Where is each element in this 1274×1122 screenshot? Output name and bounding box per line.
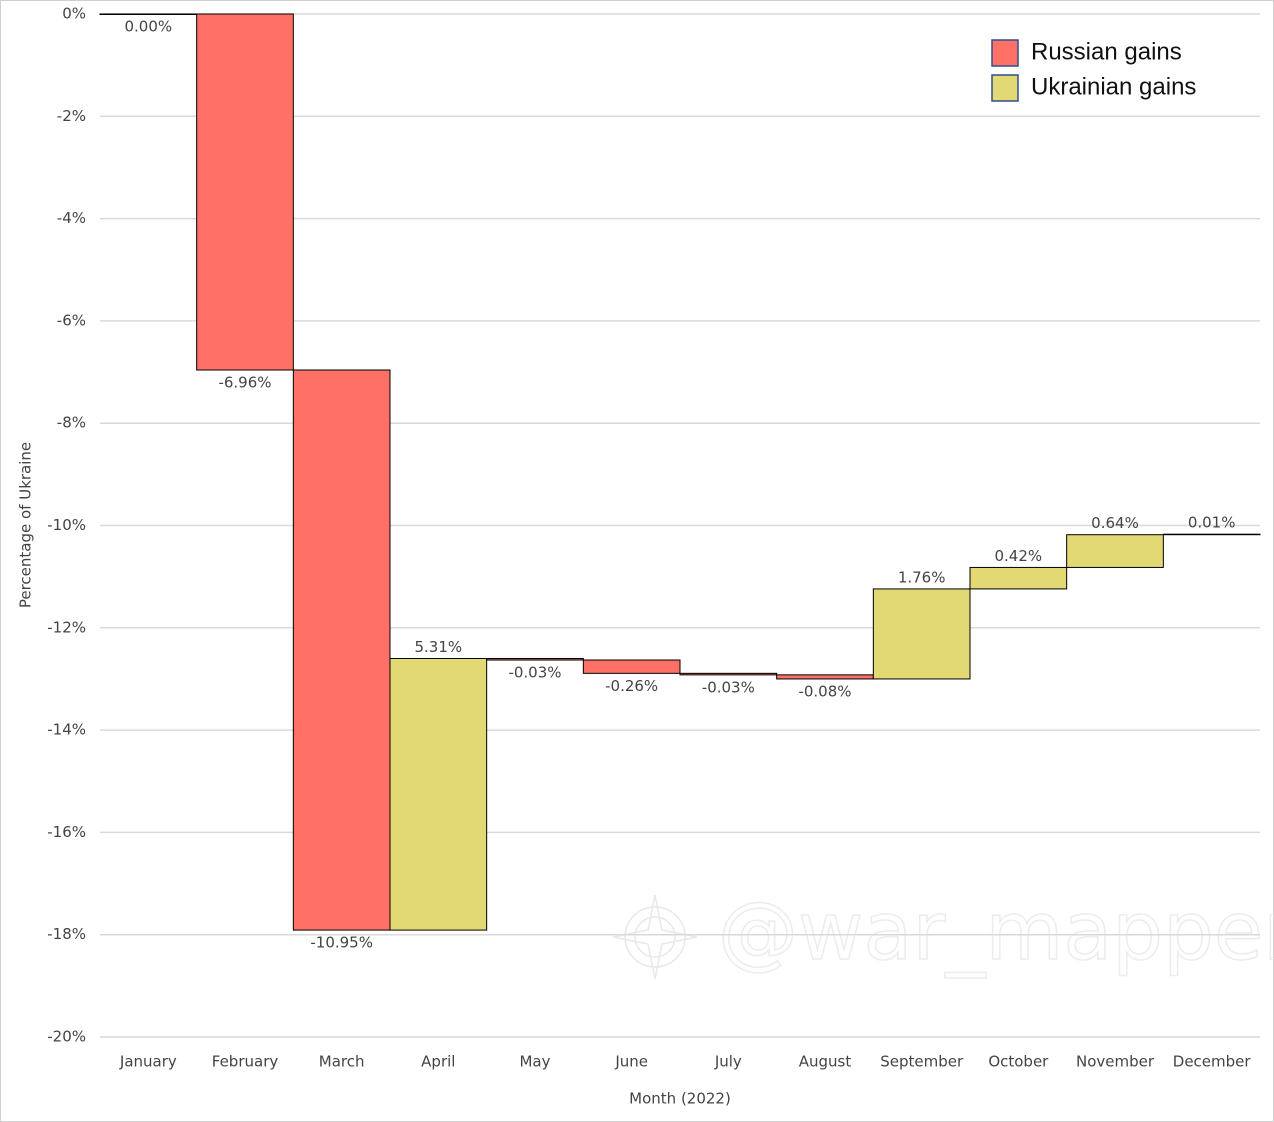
y-tick-label: -14% (47, 721, 86, 739)
data-label: -0.08% (798, 682, 851, 700)
x-axis-label: Month (2022) (629, 1090, 731, 1108)
data-label: -0.26% (605, 677, 658, 695)
legend-swatch (991, 39, 1019, 67)
data-label: -0.03% (508, 664, 561, 682)
bar (389, 657, 488, 931)
y-tick-label: -4% (57, 209, 86, 227)
bar (1066, 534, 1164, 568)
data-label: -10.95% (310, 934, 373, 952)
x-tick-label: January (119, 1053, 177, 1071)
watermark: @war_mapper (718, 885, 1274, 978)
bar (486, 657, 584, 661)
bar (776, 674, 874, 680)
data-label: 0.42% (995, 547, 1043, 565)
y-tick-label: -2% (57, 107, 86, 125)
x-tick-label: June (614, 1053, 648, 1071)
data-label: 0.00% (125, 18, 173, 36)
y-tick-label: -20% (47, 1028, 86, 1046)
data-label: 5.31% (415, 638, 463, 656)
y-tick-label: -12% (47, 618, 86, 636)
bar (1162, 533, 1261, 536)
x-tick-label: May (519, 1053, 550, 1071)
bar (196, 13, 294, 371)
y-tick-label: 0% (62, 5, 86, 23)
x-tick-label: November (1076, 1053, 1155, 1071)
y-tick-label: -18% (47, 925, 86, 943)
y-tick-label: -10% (47, 516, 86, 534)
y-tick-label: -8% (57, 414, 86, 432)
data-label: 0.64% (1091, 514, 1139, 532)
x-tick-label: August (799, 1053, 852, 1071)
x-tick-label: April (421, 1053, 455, 1071)
legend-swatch (991, 74, 1019, 102)
x-tick-label: February (212, 1053, 279, 1071)
data-label: 1.76% (898, 568, 946, 586)
data-label: 0.01% (1188, 514, 1236, 532)
bar (969, 566, 1068, 590)
y-tick-label: -16% (47, 823, 86, 841)
x-tick-label: March (319, 1053, 365, 1071)
data-label: -6.96% (218, 374, 271, 392)
compass (612, 894, 698, 980)
bar (679, 672, 778, 676)
data-label: -0.03% (702, 678, 755, 696)
bar (582, 659, 681, 674)
y-tick-label: -6% (57, 311, 86, 329)
legend-label: Russian gains (1031, 38, 1182, 65)
bar (872, 588, 971, 680)
x-tick-label: October (988, 1053, 1049, 1071)
bar (292, 369, 391, 931)
x-tick-label: July (714, 1053, 742, 1071)
legend-label: Ukrainian gains (1031, 73, 1196, 100)
y-axis-label: Percentage of Ukraine (17, 442, 35, 608)
bar (99, 13, 198, 15)
x-tick-label: September (880, 1053, 964, 1071)
x-tick-label: December (1173, 1053, 1252, 1071)
